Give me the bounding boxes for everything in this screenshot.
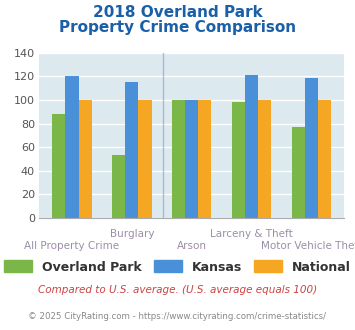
Bar	[172, 100, 185, 218]
Bar	[78, 100, 92, 218]
Text: © 2025 CityRating.com - https://www.cityrating.com/crime-statistics/: © 2025 CityRating.com - https://www.city…	[28, 312, 327, 321]
Text: All Property Crime: All Property Crime	[24, 241, 120, 251]
Bar	[318, 100, 331, 218]
Text: Larceny & Theft: Larceny & Theft	[210, 229, 293, 239]
Bar	[185, 100, 198, 218]
Bar	[232, 102, 245, 218]
Text: Burglary: Burglary	[110, 229, 154, 239]
Bar	[245, 75, 258, 218]
Bar	[198, 100, 212, 218]
Text: Arson: Arson	[177, 241, 207, 251]
Bar	[138, 100, 152, 218]
Bar	[52, 114, 65, 218]
Bar	[305, 78, 318, 218]
Bar	[292, 127, 305, 218]
Bar	[65, 76, 78, 218]
Legend: Overland Park, Kansas, National: Overland Park, Kansas, National	[0, 255, 355, 279]
Bar	[112, 155, 125, 218]
Bar	[258, 100, 271, 218]
Bar	[125, 82, 138, 218]
Text: 2018 Overland Park: 2018 Overland Park	[93, 5, 262, 20]
Text: Motor Vehicle Theft: Motor Vehicle Theft	[261, 241, 355, 251]
Text: Compared to U.S. average. (U.S. average equals 100): Compared to U.S. average. (U.S. average …	[38, 285, 317, 295]
Text: Property Crime Comparison: Property Crime Comparison	[59, 20, 296, 35]
